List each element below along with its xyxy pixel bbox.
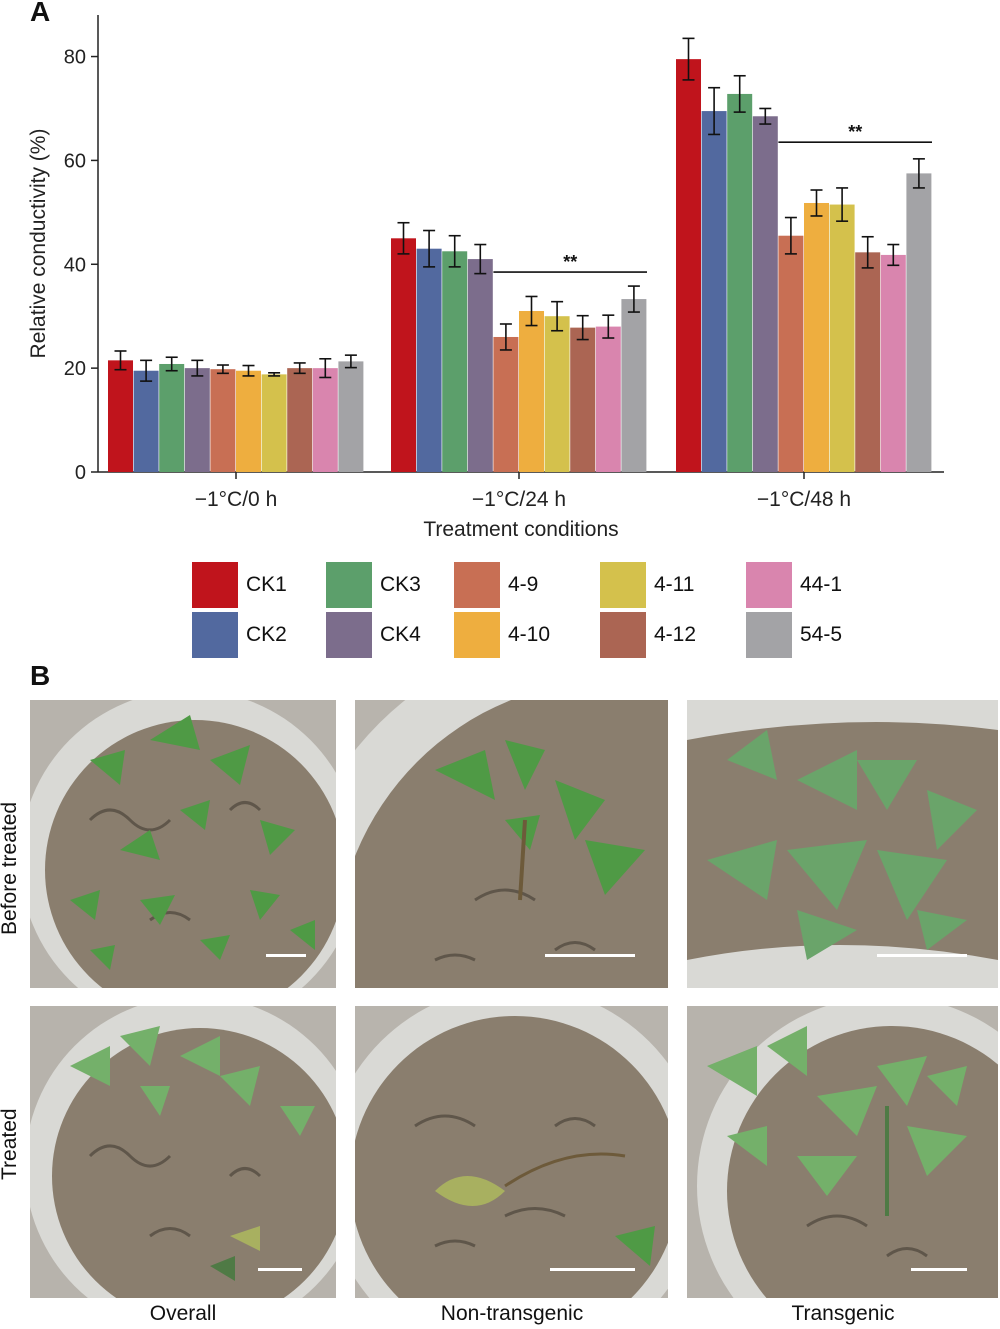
panel-a-label: A xyxy=(30,0,51,27)
legend-item: 54-5 xyxy=(746,612,842,658)
x-tick-label: −1°C/24 h xyxy=(472,488,566,511)
y-tick-label: 60 xyxy=(64,150,86,172)
panel-b-label: B xyxy=(30,660,51,691)
legend-swatch xyxy=(600,562,646,608)
bar xyxy=(338,361,364,472)
y-tick-label: 20 xyxy=(64,358,86,380)
significance-label: ** xyxy=(563,252,577,272)
bar xyxy=(184,368,210,472)
bar xyxy=(236,370,261,472)
scale-bar xyxy=(911,1268,967,1271)
bar xyxy=(416,248,442,472)
legend-swatch xyxy=(600,612,646,658)
legend-item: 4-12 xyxy=(600,612,696,658)
bar xyxy=(391,238,416,472)
bar xyxy=(621,299,647,472)
column-label-transgenic: Transgenic xyxy=(791,1302,895,1325)
legend-swatch xyxy=(454,562,500,608)
column-label-overall: Overall xyxy=(149,1302,217,1325)
column-label-non-transgenic: Non-transgenic xyxy=(440,1302,584,1325)
x-axis-title: Treatment conditions xyxy=(423,518,618,541)
legend-label: 44-1 xyxy=(800,573,843,596)
row-label-before-treated: Before treated xyxy=(0,801,21,935)
photo-nontransgenic-before xyxy=(355,700,668,988)
legend-label: 4-12 xyxy=(654,623,697,646)
photo-transgenic-treated xyxy=(687,1006,998,1298)
legend-item: CK2 xyxy=(192,612,287,658)
bar xyxy=(493,336,519,472)
photo-overall-before xyxy=(30,700,336,988)
scale-bar xyxy=(258,1268,302,1271)
bar xyxy=(727,93,753,472)
legend-label: 4-11 xyxy=(654,573,695,596)
bar xyxy=(829,204,855,472)
legend-label: 4-10 xyxy=(508,623,551,646)
legend-label: 4-9 xyxy=(508,573,539,596)
y-tick-label: 0 xyxy=(75,462,86,484)
bar xyxy=(108,360,133,472)
photo-transgenic-before xyxy=(687,700,998,988)
legend-swatch xyxy=(746,612,792,658)
legend-swatch xyxy=(192,612,238,658)
legend-label: CK4 xyxy=(380,623,421,646)
bar xyxy=(701,111,727,473)
photo-nontransgenic-treated xyxy=(355,1006,668,1298)
bar xyxy=(467,259,493,472)
x-tick-label: −1°C/48 h xyxy=(757,488,851,511)
scale-bar xyxy=(550,1268,635,1271)
bar xyxy=(778,235,804,472)
legend-label: CK1 xyxy=(246,573,287,596)
scale-bar xyxy=(877,954,967,957)
legend-swatch xyxy=(454,612,500,658)
y-tick-label: 40 xyxy=(64,254,86,276)
bar xyxy=(804,202,829,473)
legend-swatch xyxy=(192,562,238,608)
bar xyxy=(312,368,338,472)
bar xyxy=(261,374,287,472)
bar xyxy=(519,311,544,472)
significance-label: ** xyxy=(848,122,862,142)
bar xyxy=(287,368,313,472)
scale-bar xyxy=(266,954,306,957)
legend-item: 4-9 xyxy=(454,562,538,608)
legend-item: 4-11 xyxy=(600,562,694,608)
bar xyxy=(133,370,159,472)
legend-item: 4-10 xyxy=(454,612,550,658)
scale-bar xyxy=(545,954,635,957)
bar xyxy=(880,254,906,472)
bar xyxy=(159,363,185,472)
bar xyxy=(752,116,778,473)
x-tick-label: −1°C/0 h xyxy=(195,488,278,511)
row-label-treated: Treated xyxy=(0,1108,21,1180)
photo-overall-treated xyxy=(30,1006,336,1298)
bar-chart: 0 20 40 60 80 Relative conductivity (%) −1°C/0… xyxy=(27,15,944,541)
legend-item: CK4 xyxy=(326,612,421,658)
legend-label: CK2 xyxy=(246,623,287,646)
bar xyxy=(570,327,596,472)
legend-swatch xyxy=(326,612,372,658)
legend-swatch xyxy=(746,562,792,608)
legend-item: CK3 xyxy=(326,562,421,608)
legend-item: CK1 xyxy=(192,562,287,608)
bar xyxy=(676,59,701,473)
legend-label: 54-5 xyxy=(800,623,843,646)
y-axis-title: Relative conductivity (%) xyxy=(27,129,50,359)
legend-label: CK3 xyxy=(380,573,421,596)
bar xyxy=(544,316,570,472)
bar xyxy=(906,173,932,473)
bar xyxy=(595,326,621,472)
legend-swatch xyxy=(326,562,372,608)
bar xyxy=(855,252,881,472)
chart-legend: CK1 CK2 CK3 CK4 4-9 4-10 4-11 4-12 44-1 54-5 xyxy=(192,562,892,662)
bar xyxy=(210,369,236,472)
y-tick-label: 80 xyxy=(64,47,86,69)
legend-item: 44-1 xyxy=(746,562,842,608)
bar xyxy=(442,251,468,472)
